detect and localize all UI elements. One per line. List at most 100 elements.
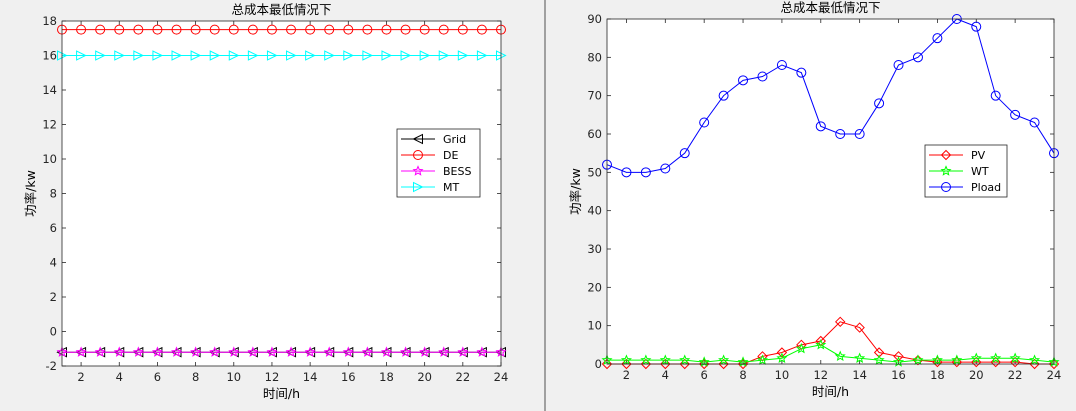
data-point-pload xyxy=(932,33,943,44)
data-point-bess xyxy=(132,346,144,357)
data-point-pload xyxy=(738,75,749,86)
y-tick-label: 12 xyxy=(42,118,57,132)
data-point-wt xyxy=(854,352,866,363)
legend-label-mt: MT xyxy=(443,181,459,194)
data-point-bess xyxy=(75,346,87,357)
data-point-wt xyxy=(931,354,943,365)
data-point-bess xyxy=(266,346,278,357)
data-point-pv xyxy=(873,347,885,358)
data-point-wt xyxy=(659,354,671,365)
data-point-pload xyxy=(835,129,846,139)
x-tick-label: 12 xyxy=(813,368,828,382)
x-tick-label: 8 xyxy=(739,368,746,382)
data-point-de xyxy=(209,24,220,35)
data-point-pv xyxy=(796,339,807,351)
legend-marker-pload xyxy=(941,182,951,192)
data-point-de xyxy=(419,24,430,35)
x-tick-label: 10 xyxy=(226,370,241,384)
data-point-de xyxy=(286,24,297,35)
data-point-de xyxy=(381,24,392,35)
data-point-pv xyxy=(971,356,982,368)
data-point-de xyxy=(438,24,449,35)
data-point-pload xyxy=(912,52,923,63)
x-tick-label: 20 xyxy=(969,368,984,382)
data-point-pv xyxy=(893,351,904,362)
legend: Grid DE BESS MT xyxy=(396,128,481,198)
data-point-mt xyxy=(228,50,240,61)
data-point-mt xyxy=(114,50,125,61)
legend-label-pv: PV xyxy=(971,149,986,162)
data-point-pload xyxy=(815,121,826,132)
y-tick-label: 4 xyxy=(50,256,57,270)
x-tick-label: 2 xyxy=(77,370,84,384)
data-point-de xyxy=(95,24,106,35)
x-axis-label: 时间/h xyxy=(812,384,849,399)
data-point-de xyxy=(133,24,144,35)
data-point-pv xyxy=(679,358,690,370)
y-tick-label: 18 xyxy=(42,14,57,28)
data-point-wt xyxy=(990,352,1002,363)
y-axis-label: 功率/kw xyxy=(568,168,583,215)
data-point-pv xyxy=(601,358,613,370)
x-tick-label: 10 xyxy=(775,368,790,382)
data-point-pload xyxy=(971,21,982,32)
data-point-pv xyxy=(815,335,826,347)
data-point-de xyxy=(228,24,239,35)
data-point-pv xyxy=(698,358,710,370)
data-point-mt xyxy=(190,50,202,61)
x-tick-label: 14 xyxy=(303,370,318,384)
data-point-bess xyxy=(151,346,163,357)
data-point-mt xyxy=(457,50,469,61)
x-tick-label: 20 xyxy=(417,370,432,384)
data-point-bess xyxy=(438,346,450,357)
data-point-mt xyxy=(152,50,164,61)
data-point-pv xyxy=(1009,356,1021,368)
x-tick-label: 14 xyxy=(852,368,867,382)
y-tick-label: 2 xyxy=(50,290,57,304)
y-tick-label: 14 xyxy=(42,83,57,97)
data-point-pv xyxy=(621,358,632,370)
data-point-pv xyxy=(757,351,768,362)
data-point-wt xyxy=(912,354,924,365)
data-point-pv xyxy=(990,356,1001,368)
y-tick-label: 30 xyxy=(587,242,602,256)
legend-marker-bess xyxy=(412,165,424,176)
data-point-wt xyxy=(718,354,730,365)
data-point-bess xyxy=(247,346,259,357)
x-tick-label: 16 xyxy=(341,370,356,384)
data-point-wt xyxy=(795,342,807,354)
chart-panel-right: 总成本最低情况下 时间/h 功率/kw 2 4 6 8 10 12 14 16 18 20 22 24 0 10… xyxy=(546,0,1076,411)
window-divider xyxy=(544,0,546,411)
data-point-wt xyxy=(951,354,963,365)
chart-title: 总成本最低情况下 xyxy=(780,0,880,15)
data-point-mt xyxy=(95,50,106,61)
data-point-de xyxy=(266,24,277,35)
y-tick-label: 60 xyxy=(587,127,602,141)
legend-marker-de xyxy=(413,150,423,160)
data-point-pv xyxy=(1048,358,1060,370)
data-point-wt xyxy=(873,354,885,365)
data-point-wt xyxy=(834,350,846,362)
data-point-mt xyxy=(286,50,297,61)
x-tick-label: 18 xyxy=(930,368,945,382)
axes-box xyxy=(61,20,502,367)
x-tick-label: 22 xyxy=(1008,368,1023,382)
data-point-de xyxy=(457,24,468,35)
data-point-mt xyxy=(476,50,488,61)
data-point-mt xyxy=(133,50,144,61)
legend-label-de: DE xyxy=(443,149,458,162)
x-tick-label: 18 xyxy=(379,370,394,384)
data-point-pload xyxy=(874,98,885,109)
data-point-de xyxy=(476,24,487,35)
legend-label-bess: BESS xyxy=(443,165,471,178)
data-point-de xyxy=(152,24,163,35)
y-tick-label: 0 xyxy=(595,357,602,371)
data-point-de xyxy=(305,24,316,35)
series-pload xyxy=(602,14,1059,178)
data-point-pload xyxy=(718,90,729,101)
data-point-de xyxy=(400,24,411,35)
x-tick-label: 8 xyxy=(192,370,199,384)
data-point-de xyxy=(171,24,182,35)
